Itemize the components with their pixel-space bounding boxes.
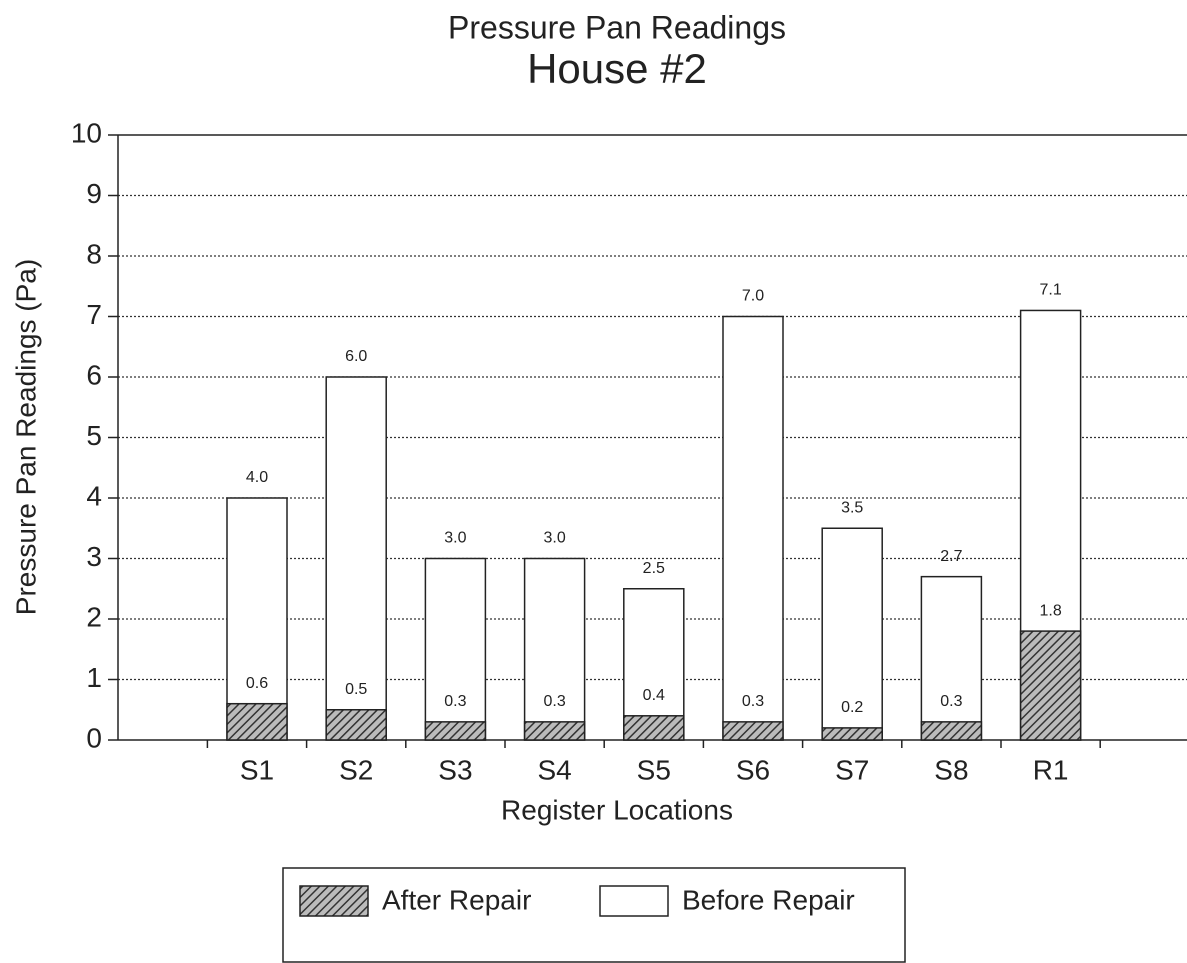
y-tick-label: 4	[86, 480, 102, 511]
bar	[920, 721, 983, 741]
bar	[722, 315, 784, 741]
bar	[821, 727, 883, 741]
chart-title: Pressure Pan Readings	[448, 9, 786, 45]
value-label: 3.0	[444, 530, 466, 547]
value-label: 0.6	[246, 675, 268, 692]
value-label: 3.0	[543, 530, 565, 547]
value-label: 6.0	[345, 348, 367, 365]
y-tick-label: 7	[86, 299, 102, 330]
bar	[226, 702, 288, 741]
y-tick-label: 1	[86, 662, 102, 693]
value-label: 2.7	[940, 548, 962, 565]
legend-swatch	[599, 885, 669, 917]
value-label: 0.5	[345, 681, 367, 698]
y-tick-label: 5	[86, 420, 102, 451]
x-tick-label: R1	[1033, 754, 1069, 785]
y-tick-label: 3	[86, 541, 102, 572]
bar	[722, 721, 784, 741]
y-tick-label: 9	[86, 178, 102, 209]
x-tick-label: S6	[736, 754, 770, 785]
value-label: 0.3	[940, 693, 962, 710]
bar	[623, 715, 685, 741]
legend-box	[282, 867, 906, 963]
value-label: 0.2	[841, 699, 863, 716]
x-tick-label: S7	[835, 754, 869, 785]
y-tick-label: 6	[86, 359, 102, 390]
chart-subtitle: House #2	[527, 45, 707, 92]
x-tick-label: S4	[537, 754, 571, 785]
y-tick-label: 0	[86, 722, 102, 753]
value-label: 0.3	[543, 693, 565, 710]
y-tick-label: 2	[86, 601, 102, 632]
x-tick-label: S3	[438, 754, 472, 785]
bar	[523, 557, 586, 741]
x-tick-label: S8	[934, 754, 968, 785]
bar	[226, 497, 288, 741]
legend-swatch	[299, 885, 369, 917]
value-label: 4.0	[246, 469, 268, 486]
bar	[623, 588, 685, 741]
y-tick-label: 10	[71, 117, 102, 148]
bar	[424, 721, 487, 741]
legend-label: After Repair	[382, 884, 531, 915]
bar	[325, 376, 387, 741]
y-axis-label: Pressure Pan Readings (Pa)	[10, 259, 41, 615]
x-tick-label: S5	[637, 754, 671, 785]
value-label: 1.8	[1039, 602, 1061, 619]
x-tick-label: S1	[240, 754, 274, 785]
value-label: 2.5	[643, 560, 665, 577]
y-tick-label: 8	[86, 238, 102, 269]
value-label: 7.1	[1039, 282, 1061, 299]
value-label: 0.3	[444, 693, 466, 710]
value-label: 3.5	[841, 499, 863, 516]
bar	[920, 575, 983, 741]
bar	[523, 721, 586, 741]
bar	[821, 527, 883, 741]
x-axis-label: Register Locations	[501, 794, 733, 825]
bar	[325, 709, 387, 741]
x-tick-label: S2	[339, 754, 373, 785]
value-label: 0.3	[742, 693, 764, 710]
legend-label: Before Repair	[682, 884, 855, 915]
bar	[1019, 630, 1082, 741]
bar	[424, 557, 487, 741]
value-label: 7.0	[742, 288, 764, 305]
value-label: 0.4	[643, 687, 665, 704]
